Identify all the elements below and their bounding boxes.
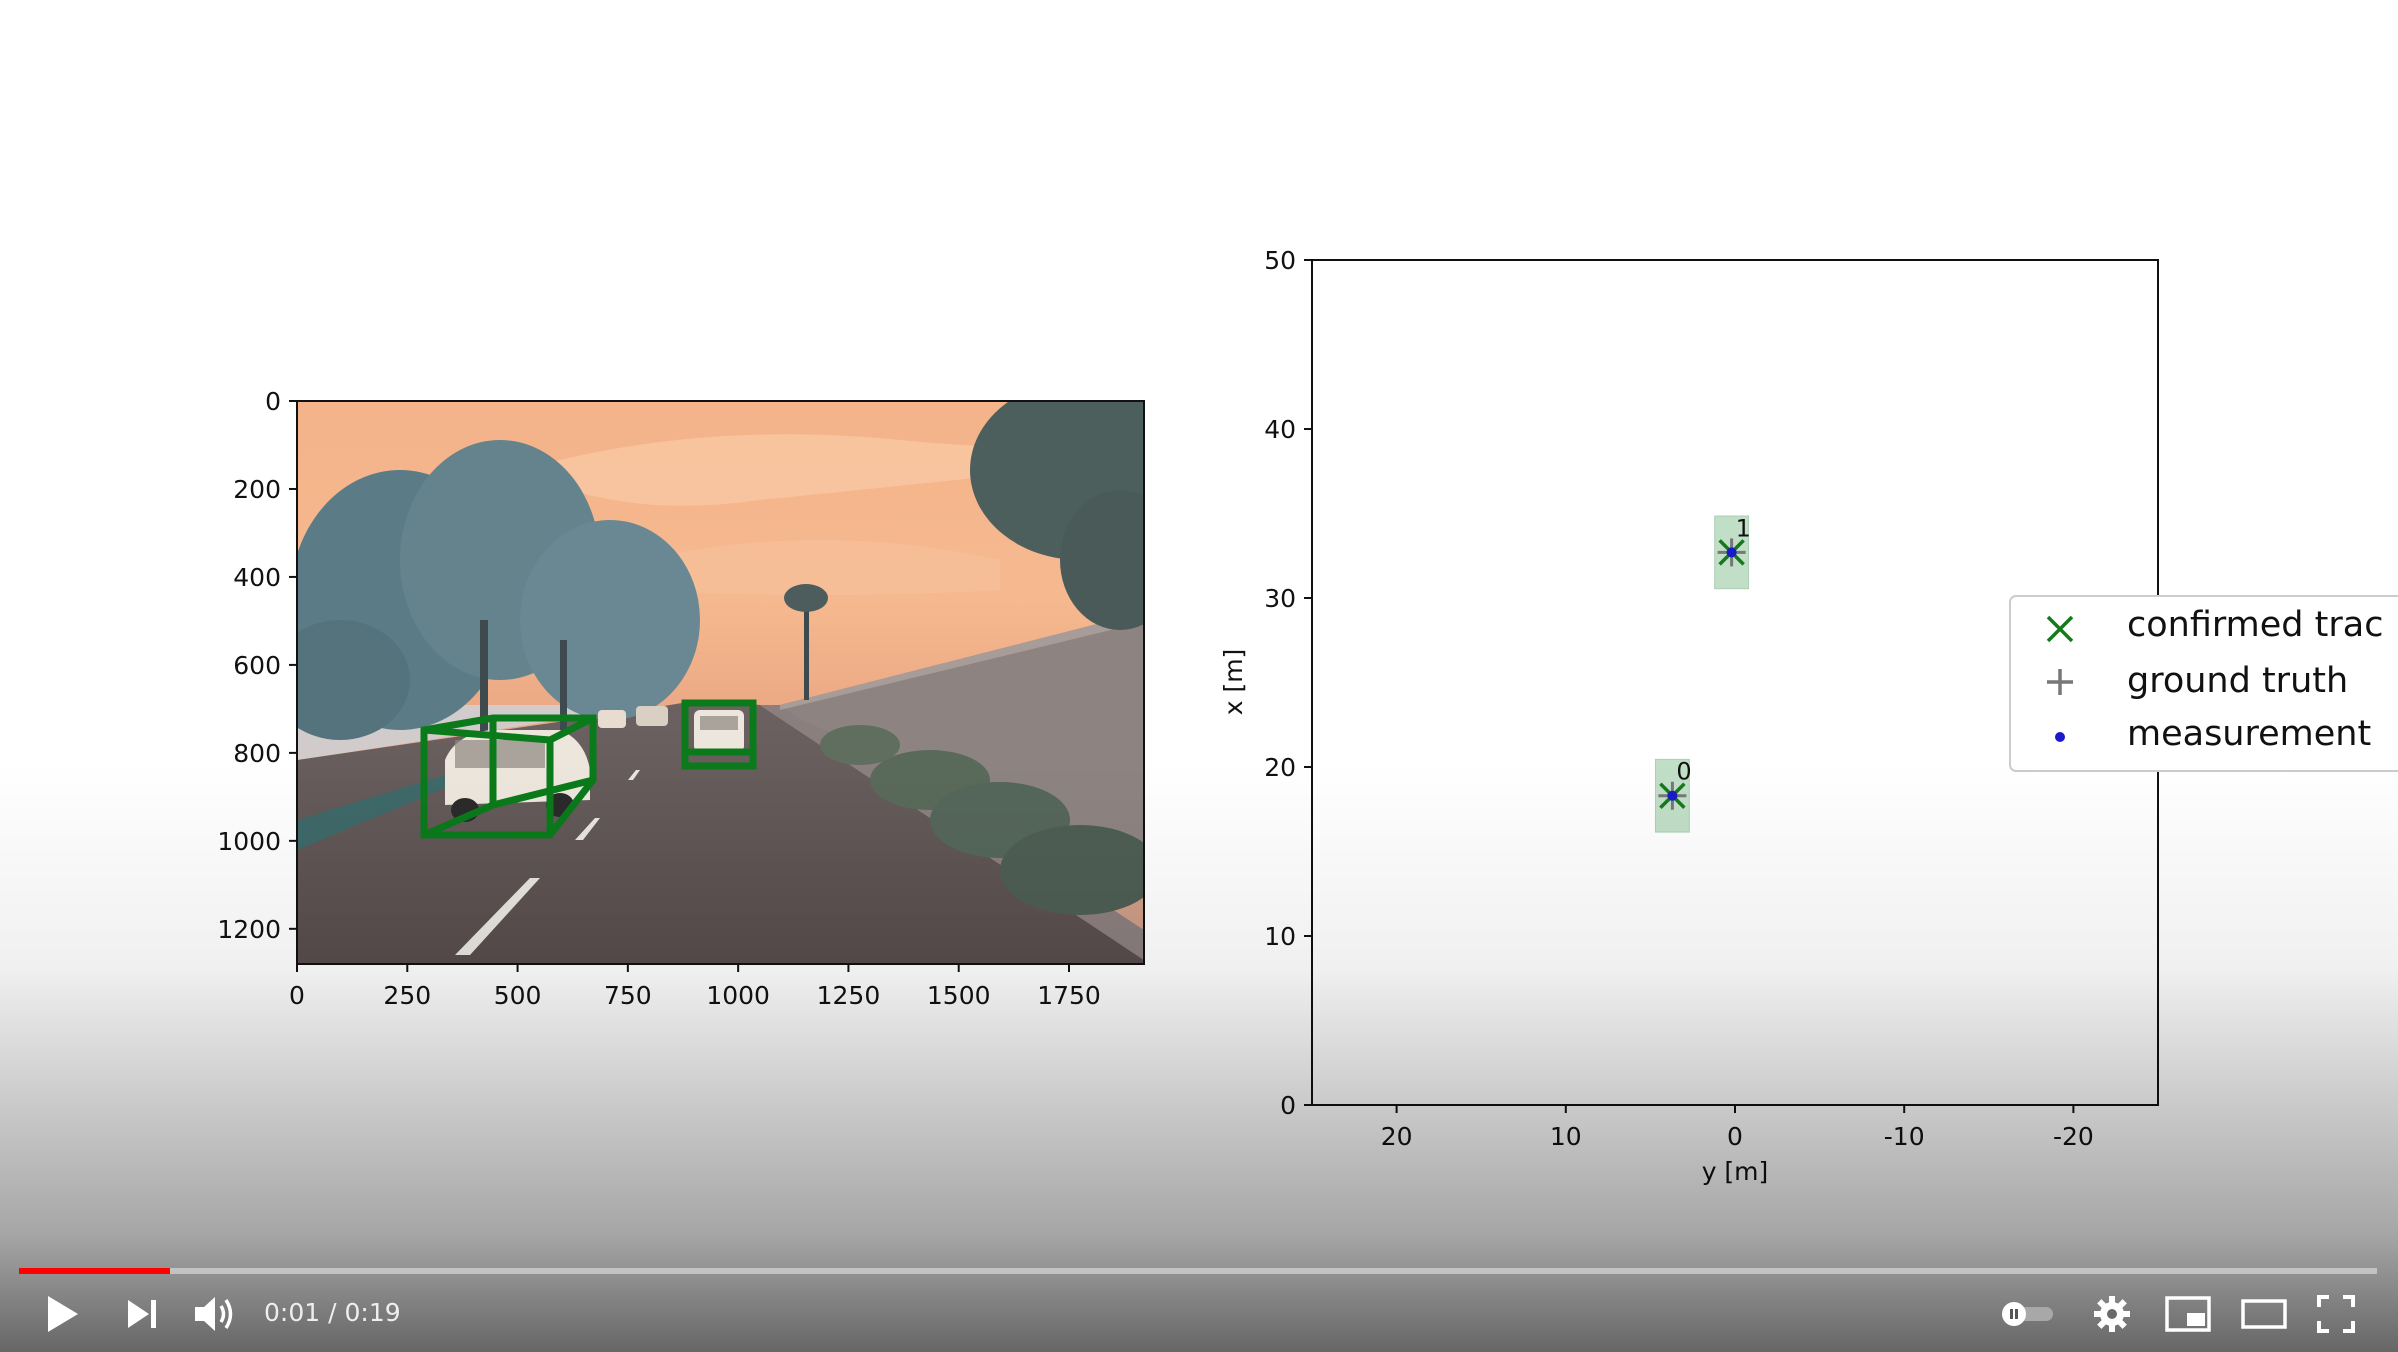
bev-y-tick-label: 20 xyxy=(1264,753,1296,782)
time-current: 0:01 xyxy=(264,1298,321,1327)
track-id-label: 0 xyxy=(1676,758,1691,786)
legend-entry-confirmed: confirmed trac xyxy=(2046,605,2383,645)
legend: confirmed trac ground truth measurement xyxy=(2009,595,2398,772)
bev-x-tick-label: -20 xyxy=(2053,1122,2094,1151)
bev-x-tick-label: 10 xyxy=(1550,1122,1582,1151)
miniplayer-button[interactable] xyxy=(2160,1290,2216,1338)
camera-y-tick-label: 0 xyxy=(265,387,281,416)
theater-mode-icon xyxy=(2241,1299,2287,1329)
camera-image-plot: 0 250 500 750 1000 1250 1500 1750 0 200 400 600 800… xyxy=(217,387,1145,1010)
bev-x-tick-label: 20 xyxy=(1381,1122,1413,1151)
next-button[interactable] xyxy=(114,1290,170,1338)
camera-y-tick-label: 200 xyxy=(233,475,281,504)
bev-x-tick-label: 0 xyxy=(1727,1122,1743,1151)
camera-y-tick-label: 400 xyxy=(233,563,281,592)
fullscreen-button[interactable] xyxy=(2308,1290,2364,1338)
plus-marker-icon xyxy=(2047,669,2073,695)
legend-entry-ground-truth: ground truth xyxy=(2047,661,2348,701)
camera-x-tick-label: 250 xyxy=(383,981,431,1010)
play-button[interactable] xyxy=(34,1290,90,1338)
bev-y-tick-label: 40 xyxy=(1264,415,1296,444)
measurement-marker xyxy=(1667,790,1678,801)
fullscreen-icon xyxy=(2317,1295,2355,1333)
legend-label-confirmed: confirmed trac xyxy=(2127,605,2383,645)
track-id-label: 1 xyxy=(1736,514,1751,542)
progress-fill xyxy=(19,1268,170,1274)
camera-x-tick-label: 0 xyxy=(289,981,305,1010)
bev-y-tick-label: 10 xyxy=(1264,922,1296,951)
measurement-marker xyxy=(1726,547,1737,558)
next-icon xyxy=(128,1300,156,1328)
x-marker-icon xyxy=(2046,615,2074,643)
legend-label-measurement: measurement xyxy=(2127,714,2371,754)
settings-gear-icon xyxy=(2094,1296,2130,1332)
camera-y-tick-label: 800 xyxy=(233,739,281,768)
settings-button[interactable] xyxy=(2084,1290,2140,1338)
camera-x-tick-label: 1750 xyxy=(1037,981,1101,1010)
theater-mode-button[interactable] xyxy=(2236,1290,2292,1338)
time-display: 0:01 / 0:19 xyxy=(264,1296,401,1330)
legend-label-ground-truth: ground truth xyxy=(2127,661,2348,701)
bev-x-tick-label: -10 xyxy=(1884,1122,1925,1151)
dot-marker-icon xyxy=(2055,732,2065,742)
volume-button[interactable] xyxy=(188,1290,244,1338)
camera-image xyxy=(297,401,1144,964)
miniplayer-icon xyxy=(2165,1296,2211,1332)
y-axis-label: x [m] xyxy=(1219,649,1248,716)
legend-entry-measurement: measurement xyxy=(2055,714,2371,754)
volume-icon xyxy=(195,1297,233,1331)
camera-x-tick-label: 500 xyxy=(494,981,542,1010)
autoplay-toggle[interactable] xyxy=(1998,1290,2058,1338)
play-icon xyxy=(48,1296,78,1332)
camera-x-tick-label: 1250 xyxy=(817,981,881,1010)
bev-y-tick-label: 50 xyxy=(1264,246,1296,275)
time-separator: / xyxy=(328,1298,337,1327)
camera-x-tick-label: 750 xyxy=(604,981,652,1010)
autoplay-toggle-icon xyxy=(2002,1302,2053,1326)
bev-y-tick-label: 0 xyxy=(1280,1091,1296,1120)
progress-bar[interactable] xyxy=(19,1268,2377,1274)
camera-x-tick-label: 1500 xyxy=(927,981,991,1010)
bev-y-tick-label: 30 xyxy=(1264,584,1296,613)
camera-y-tick-label: 1200 xyxy=(217,915,281,944)
camera-y-tick-label: 1000 xyxy=(217,827,281,856)
camera-x-tick-label: 1000 xyxy=(706,981,770,1010)
time-total: 0:19 xyxy=(344,1298,401,1327)
x-axis-label: y [m] xyxy=(1702,1157,1769,1186)
camera-y-tick-label: 600 xyxy=(233,651,281,680)
